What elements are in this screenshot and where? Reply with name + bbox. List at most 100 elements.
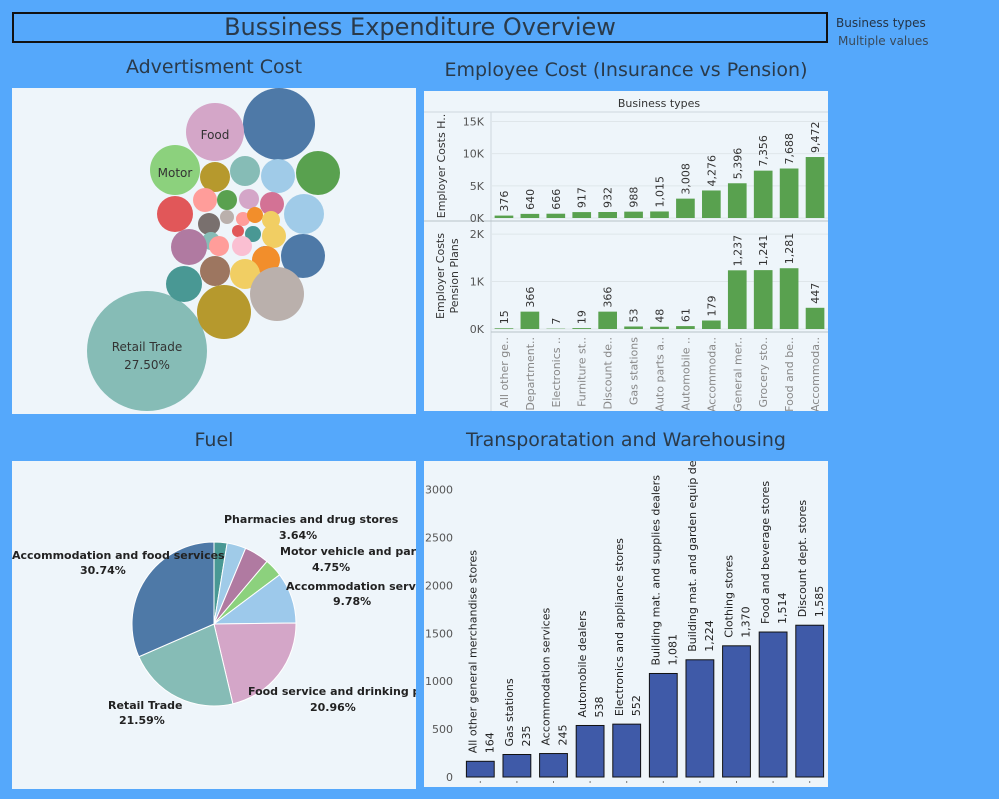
bubble[interactable] bbox=[232, 225, 244, 237]
bubble[interactable] bbox=[252, 246, 280, 274]
pie-slice[interactable] bbox=[213, 622, 297, 705]
bubble[interactable] bbox=[245, 226, 261, 242]
employee-bar[interactable] bbox=[779, 268, 799, 329]
employee-data-label: 640 bbox=[524, 189, 537, 210]
transport-data-label: 164 bbox=[483, 732, 496, 753]
employee-bar[interactable] bbox=[572, 212, 592, 218]
transport-bar[interactable] bbox=[685, 659, 715, 778]
bubble[interactable] bbox=[230, 259, 260, 289]
employee-bar[interactable] bbox=[805, 157, 825, 218]
transport-tick-label: 2000 bbox=[425, 579, 453, 592]
transport-category-label: Clothing stores bbox=[723, 555, 736, 638]
transport-bar[interactable] bbox=[612, 723, 642, 778]
employee-axis-label-pension-line2: Pension Plans bbox=[448, 238, 461, 313]
bubble-label-retail: Retail Trade bbox=[112, 340, 183, 354]
employee-bar[interactable] bbox=[702, 190, 721, 218]
bubble[interactable] bbox=[236, 212, 250, 226]
bubble[interactable] bbox=[230, 156, 260, 186]
transport-category-label: Building mat. and garden equip dealers bbox=[686, 461, 699, 652]
employee-data-label: 447 bbox=[809, 283, 822, 304]
pie-label-food-service: Food service and drinking places bbox=[248, 685, 416, 698]
employee-bar[interactable] bbox=[624, 211, 643, 218]
transport-bar[interactable] bbox=[722, 645, 751, 778]
employee-bar[interactable] bbox=[727, 183, 747, 218]
employee-bar[interactable] bbox=[520, 311, 540, 329]
employee-bar[interactable] bbox=[650, 326, 669, 329]
employee-bar[interactable] bbox=[753, 170, 773, 218]
pie-slice[interactable] bbox=[138, 623, 234, 707]
bubble[interactable] bbox=[171, 229, 207, 265]
bubble[interactable] bbox=[262, 224, 286, 248]
employee-category-label: Food and be.. bbox=[783, 337, 796, 411]
employee-tick-label: 0K bbox=[470, 323, 485, 336]
bubble[interactable] bbox=[232, 236, 252, 256]
bubble[interactable] bbox=[200, 162, 230, 192]
bubble-label-food: Food bbox=[201, 128, 230, 142]
transport-bar[interactable] bbox=[758, 631, 788, 778]
bubble[interactable] bbox=[193, 188, 217, 212]
transport-tick-label: 1500 bbox=[425, 627, 453, 640]
bubble[interactable] bbox=[87, 291, 207, 411]
employee-bar[interactable] bbox=[598, 311, 617, 329]
bubble[interactable] bbox=[284, 194, 324, 234]
bubble[interactable] bbox=[166, 266, 202, 302]
transport-category-label: Gas stations bbox=[503, 678, 516, 746]
bubble[interactable] bbox=[209, 236, 229, 256]
fuel-panel: Pharmacies and drug stores 3.64% Motor v… bbox=[12, 461, 453, 789]
employee-bar[interactable] bbox=[598, 212, 617, 218]
transport-bar[interactable] bbox=[539, 753, 568, 778]
employee-bar[interactable] bbox=[702, 320, 721, 329]
pie-label-retail-trade: Retail Trade bbox=[108, 699, 182, 712]
bubble[interactable] bbox=[157, 196, 193, 232]
employee-bar[interactable] bbox=[494, 328, 514, 329]
pie-label-accommodation-services: Accommodation services bbox=[286, 580, 416, 593]
pie-label-motor-vehicle: Motor vehicle and parts bbox=[280, 545, 416, 558]
bubble[interactable] bbox=[261, 159, 295, 193]
bubble[interactable] bbox=[260, 192, 284, 216]
employee-bar[interactable] bbox=[753, 270, 773, 329]
employee-bar[interactable] bbox=[727, 270, 747, 329]
bubble[interactable] bbox=[200, 256, 230, 286]
transport-bar[interactable] bbox=[795, 624, 825, 778]
bubble[interactable] bbox=[197, 285, 251, 339]
bubble[interactable] bbox=[247, 207, 263, 223]
transport-bar[interactable] bbox=[575, 724, 605, 778]
employee-bar[interactable] bbox=[520, 213, 540, 218]
employee-bar[interactable] bbox=[779, 168, 799, 218]
employee-bar[interactable] bbox=[624, 326, 643, 329]
bubble[interactable] bbox=[198, 213, 220, 235]
bubble[interactable] bbox=[250, 267, 304, 321]
employee-category-label: Electronics .. bbox=[550, 337, 563, 407]
transport-data-label: 245 bbox=[557, 725, 570, 746]
bubble[interactable] bbox=[186, 103, 244, 161]
employee-bar[interactable] bbox=[676, 326, 695, 329]
pie-label-accommodation-food: Accommodation and food services bbox=[12, 549, 225, 562]
employee-data-label: 48 bbox=[654, 309, 667, 323]
fuel-pie-chart: Pharmacies and drug stores 3.64% Motor v… bbox=[12, 513, 453, 727]
bubble[interactable] bbox=[239, 189, 259, 209]
employee-tick-label: 10K bbox=[463, 148, 485, 161]
bubble[interactable] bbox=[220, 210, 234, 224]
bubble[interactable] bbox=[150, 145, 200, 195]
advertisement-bubble-chart: Retail Trade 27.50% Food Motor bbox=[87, 88, 340, 411]
employee-bar[interactable] bbox=[650, 211, 669, 218]
employee-bar[interactable] bbox=[572, 328, 592, 329]
employee-data-label: 53 bbox=[628, 308, 641, 322]
bubble[interactable] bbox=[296, 151, 340, 195]
bubble[interactable] bbox=[281, 234, 325, 278]
employee-category-label: Automobile .. bbox=[679, 337, 692, 410]
pie-slice[interactable] bbox=[131, 541, 215, 658]
bubble[interactable] bbox=[217, 190, 237, 210]
employee-bar[interactable] bbox=[805, 307, 825, 329]
transport-bar[interactable] bbox=[465, 760, 495, 778]
transport-bar[interactable] bbox=[648, 672, 678, 778]
filter-value[interactable]: Multiple values bbox=[838, 34, 929, 48]
transport-tick-label: 1000 bbox=[425, 675, 453, 688]
employee-bar[interactable] bbox=[546, 213, 566, 218]
employee-axis-label-pension: Employer CostsPension Plans bbox=[434, 233, 461, 319]
transport-bar[interactable] bbox=[502, 753, 532, 778]
employee-bar[interactable] bbox=[676, 198, 695, 218]
employee-bar[interactable] bbox=[494, 215, 514, 218]
pie-value-pharmacies: 3.64% bbox=[279, 529, 317, 542]
bubble[interactable] bbox=[243, 88, 315, 160]
